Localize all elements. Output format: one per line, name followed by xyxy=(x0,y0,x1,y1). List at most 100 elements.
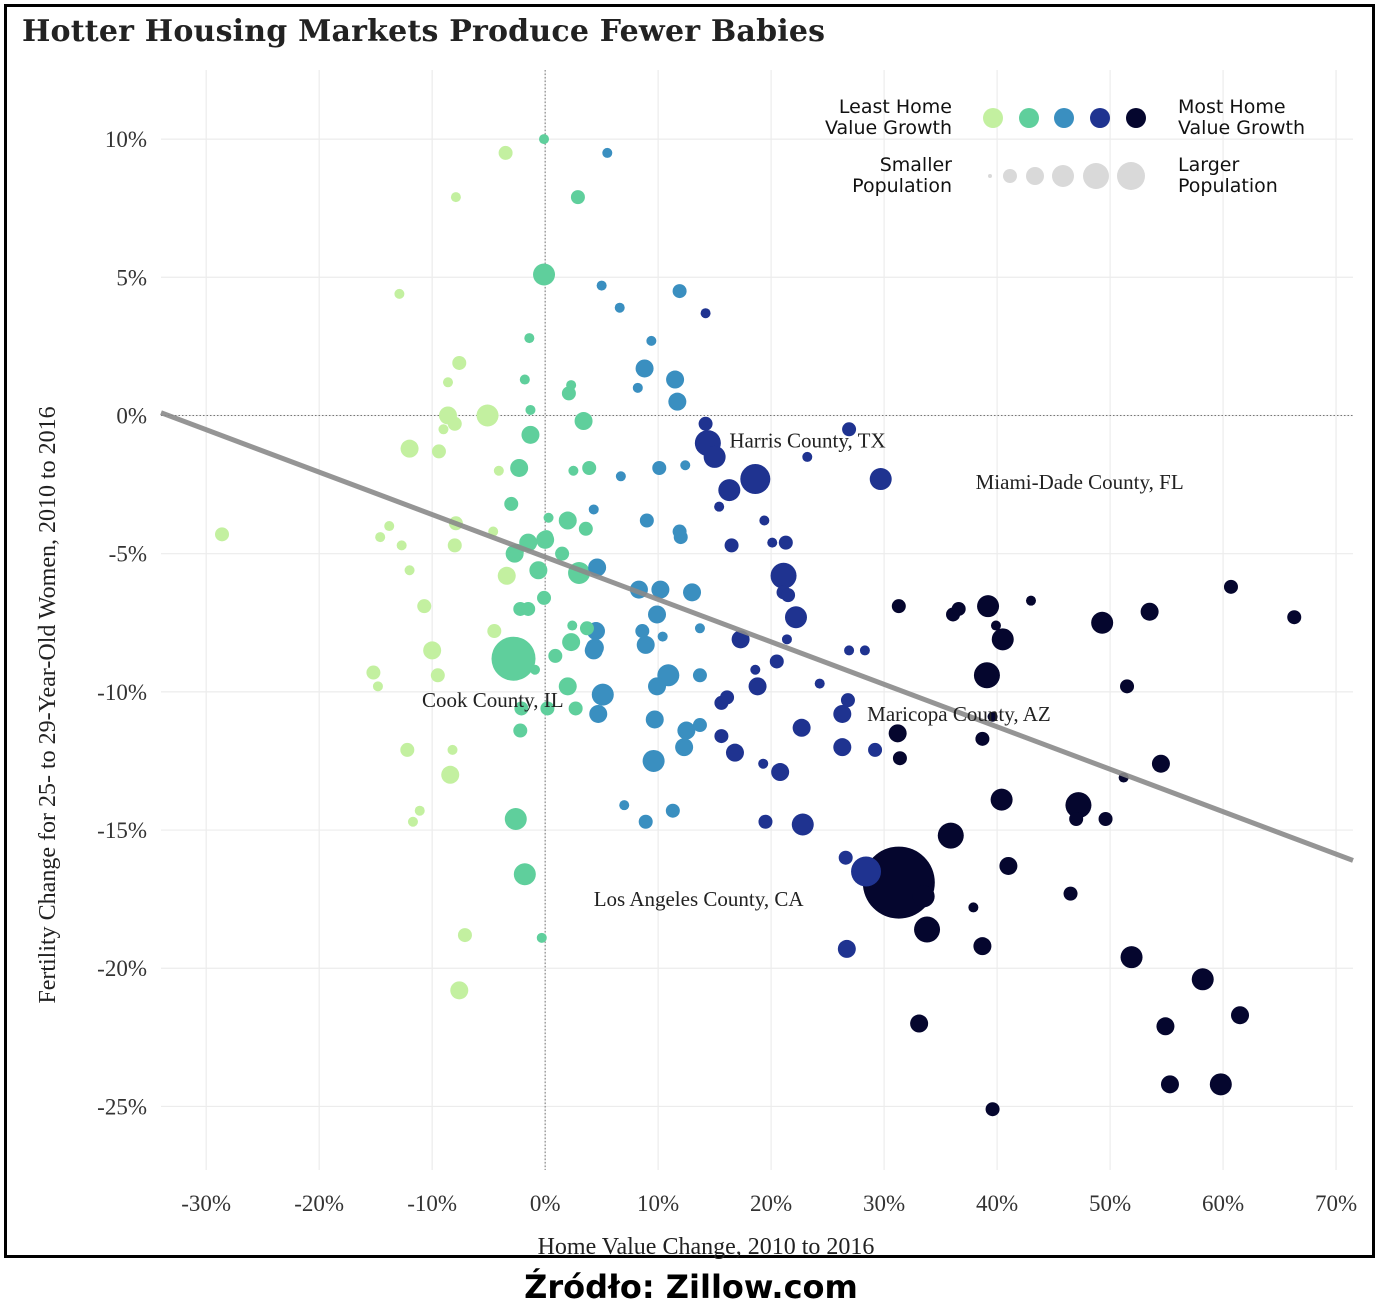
data-point xyxy=(842,422,857,437)
data-point xyxy=(869,468,892,491)
data-point xyxy=(700,308,711,319)
data-point xyxy=(692,718,707,733)
data-point xyxy=(457,928,472,943)
data-point xyxy=(596,280,607,291)
data-point xyxy=(1231,1006,1250,1025)
trend-line xyxy=(160,410,1354,863)
x-tick-label: 40% xyxy=(976,1191,1018,1216)
data-point xyxy=(838,850,853,865)
data-point xyxy=(771,763,790,782)
x-tick-label: -10% xyxy=(407,1191,457,1216)
x-tick-label: 0% xyxy=(530,1191,561,1216)
data-point xyxy=(589,704,608,723)
data-point xyxy=(558,511,577,530)
legend-color-high-label: Value Growth xyxy=(1178,117,1305,139)
data-point xyxy=(973,937,992,956)
data-point xyxy=(447,744,458,755)
data-point xyxy=(476,404,499,427)
data-point xyxy=(892,751,907,766)
data-point xyxy=(648,677,667,696)
data-point xyxy=(487,624,502,639)
data-point xyxy=(990,620,1001,631)
y-tick-label: -10% xyxy=(97,680,147,705)
data-point xyxy=(423,641,442,660)
data-point xyxy=(447,416,462,431)
y-tick-label: -15% xyxy=(97,818,147,843)
data-point xyxy=(567,620,578,631)
legend-size-high-label: Population xyxy=(1178,175,1278,197)
data-point xyxy=(770,562,797,589)
data-point xyxy=(430,668,445,683)
data-point xyxy=(619,800,630,811)
data-point xyxy=(769,654,784,669)
county-annotation: Los Angeles County, CA xyxy=(594,887,805,911)
data-point xyxy=(602,147,613,158)
data-point xyxy=(558,677,577,696)
data-point xyxy=(574,412,593,431)
data-point xyxy=(1209,1073,1232,1096)
data-points xyxy=(215,134,1302,1117)
data-point xyxy=(1120,946,1143,969)
data-point xyxy=(400,439,419,458)
data-point xyxy=(1069,811,1084,826)
y-axis-label: Fertility Change for 25- to 29-Year-Old … xyxy=(35,406,61,1003)
data-point xyxy=(533,263,556,286)
data-point xyxy=(1191,968,1214,991)
data-point xyxy=(910,1014,929,1033)
data-point xyxy=(548,648,563,663)
data-point xyxy=(781,634,792,645)
data-point xyxy=(748,677,767,696)
x-tick-label: 50% xyxy=(1089,1191,1131,1216)
data-point xyxy=(714,501,725,512)
data-point xyxy=(868,742,883,757)
data-point xyxy=(438,424,449,435)
legend-size-swatch xyxy=(1117,162,1145,190)
x-axis-label: Home Value Change, 2010 to 2016 xyxy=(538,1234,875,1260)
data-point xyxy=(698,416,713,431)
data-point xyxy=(578,521,593,536)
data-point xyxy=(614,302,625,313)
data-point xyxy=(837,939,856,958)
data-point xyxy=(539,530,554,545)
data-point xyxy=(215,527,230,542)
data-point xyxy=(985,1102,1000,1117)
data-point xyxy=(680,460,691,471)
data-point xyxy=(987,711,998,722)
y-tick-label: 10% xyxy=(105,127,147,152)
data-point xyxy=(497,566,516,585)
data-point xyxy=(731,630,750,649)
data-point xyxy=(441,765,460,784)
data-point xyxy=(394,288,405,299)
data-point xyxy=(740,464,771,495)
data-point xyxy=(396,540,407,551)
data-point xyxy=(792,718,811,737)
data-point xyxy=(973,662,1000,689)
source-credit: Źródło: Zillow.com xyxy=(524,1268,858,1306)
data-point xyxy=(844,645,855,656)
data-point xyxy=(450,192,461,203)
data-point xyxy=(372,681,383,692)
data-point xyxy=(582,460,597,475)
data-point xyxy=(991,628,1014,651)
legend-size-high-label: Larger xyxy=(1178,154,1239,176)
data-point xyxy=(635,624,650,639)
y-tick-label: 0% xyxy=(116,403,147,428)
data-point xyxy=(791,813,814,836)
data-point xyxy=(513,723,528,738)
legend-color-low-label: Least Home xyxy=(839,96,952,118)
county-annotation: Cook County, IL xyxy=(422,688,564,712)
data-point xyxy=(498,145,513,160)
y-tick-label: 5% xyxy=(116,265,147,290)
data-point xyxy=(366,665,381,680)
data-point xyxy=(407,816,418,827)
data-point xyxy=(632,382,643,393)
data-point xyxy=(536,932,547,943)
data-point xyxy=(510,458,529,477)
data-point xyxy=(672,284,687,299)
data-point xyxy=(951,601,966,616)
chart-frame xyxy=(4,4,1375,1258)
data-point xyxy=(645,710,664,729)
data-point xyxy=(683,583,702,602)
data-point xyxy=(720,690,735,705)
data-point xyxy=(652,460,667,475)
